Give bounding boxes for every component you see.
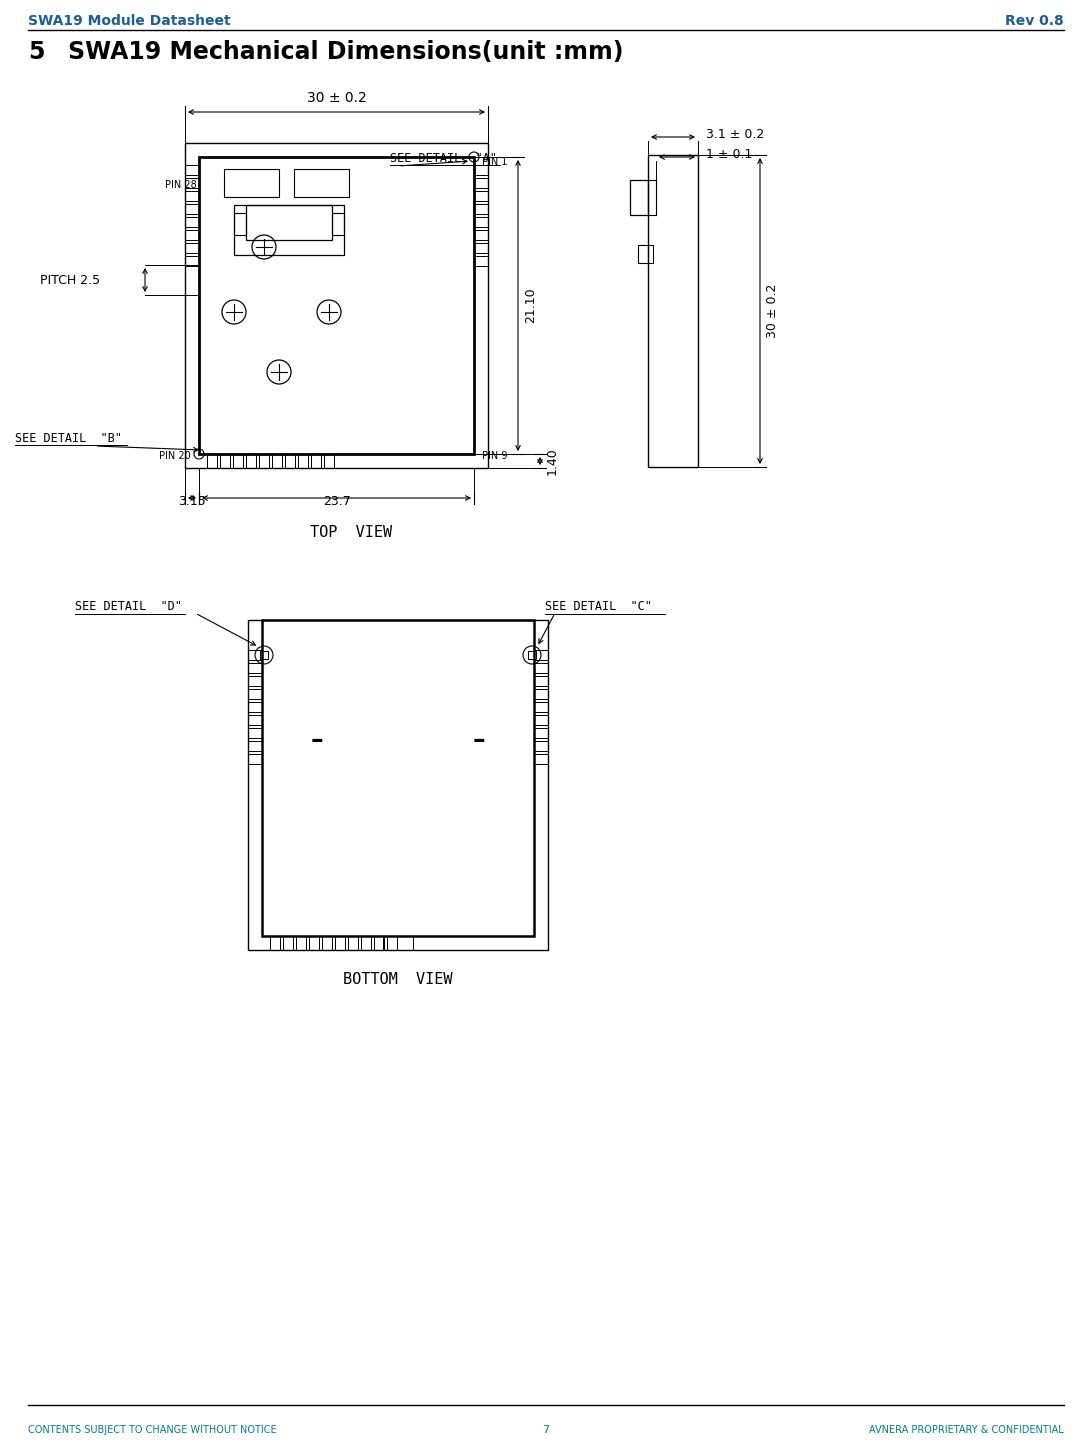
Bar (324, 454, 334, 468)
Bar (534, 689, 548, 699)
Text: PIN 20: PIN 20 (159, 451, 191, 461)
Text: 3.15: 3.15 (178, 496, 206, 509)
Bar (185, 256, 199, 266)
Bar (534, 650, 548, 660)
Bar (248, 741, 262, 751)
Bar (246, 454, 256, 468)
Text: CONTENTS SUBJECT TO CHANGE WITHOUT NOTICE: CONTENTS SUBJECT TO CHANGE WITHOUT NOTIC… (28, 1425, 276, 1435)
Bar (272, 454, 282, 468)
Text: SEE DETAIL  "D": SEE DETAIL "D" (75, 600, 182, 613)
Text: SWA19 Mechanical Dimensions(unit :mm): SWA19 Mechanical Dimensions(unit :mm) (68, 40, 624, 64)
Bar (361, 936, 371, 949)
Bar (248, 728, 262, 738)
Bar (474, 217, 488, 227)
Bar (234, 212, 246, 236)
Bar (283, 936, 293, 949)
Bar (199, 158, 474, 454)
Text: 23.7: 23.7 (322, 496, 351, 509)
Bar (638, 246, 648, 263)
Bar (383, 936, 413, 949)
Bar (248, 620, 548, 949)
Bar (185, 217, 199, 227)
Bar (234, 205, 344, 254)
Text: 5: 5 (28, 40, 45, 64)
Bar (529, 652, 536, 659)
Text: PIN 9: PIN 9 (482, 451, 508, 461)
Bar (285, 454, 295, 468)
Text: –: – (473, 728, 485, 751)
Text: PIN 28: PIN 28 (165, 181, 197, 189)
Text: PIN 1: PIN 1 (482, 158, 508, 168)
Bar (322, 936, 332, 949)
Bar (474, 204, 488, 214)
Text: 30 ± 0.2: 30 ± 0.2 (307, 91, 367, 105)
Bar (534, 728, 548, 738)
Bar (219, 454, 230, 468)
Bar (373, 936, 384, 949)
Bar (294, 169, 349, 197)
Text: BOTTOM  VIEW: BOTTOM VIEW (343, 972, 453, 987)
Bar (534, 715, 548, 725)
Bar (233, 454, 244, 468)
Bar (185, 165, 199, 175)
Bar (298, 454, 308, 468)
Bar (474, 230, 488, 240)
Text: SEE DETAIL  "C": SEE DETAIL "C" (545, 600, 652, 613)
Bar (474, 178, 488, 188)
Bar (332, 212, 344, 236)
Bar (224, 169, 278, 197)
Bar (246, 205, 332, 240)
Bar (348, 936, 358, 949)
Bar (474, 256, 488, 266)
Bar (248, 676, 262, 686)
Bar (474, 191, 488, 201)
Text: Rev 0.8: Rev 0.8 (1006, 14, 1064, 27)
Bar (185, 243, 199, 253)
Bar (207, 454, 217, 468)
Text: SEE DETAIL  "A": SEE DETAIL "A" (390, 152, 497, 165)
Bar (248, 715, 262, 725)
Bar (534, 754, 548, 764)
Bar (248, 702, 262, 712)
Bar (262, 620, 534, 936)
Text: 7: 7 (543, 1425, 549, 1435)
Bar (248, 663, 262, 673)
Bar (185, 204, 199, 214)
Text: AVNERA PROPRIETARY & CONFIDENTIAL: AVNERA PROPRIETARY & CONFIDENTIAL (869, 1425, 1064, 1435)
Bar (296, 936, 306, 949)
Text: SWA19 Module Datasheet: SWA19 Module Datasheet (28, 14, 230, 27)
Bar (474, 165, 488, 175)
Bar (309, 936, 319, 949)
Bar (185, 191, 199, 201)
Bar (248, 689, 262, 699)
Bar (335, 936, 345, 949)
Text: 30 ± 0.2: 30 ± 0.2 (765, 283, 779, 338)
Bar (185, 143, 488, 468)
Bar (311, 454, 321, 468)
Bar (387, 936, 397, 949)
Bar (534, 741, 548, 751)
Text: 3.1 ± 0.2: 3.1 ± 0.2 (707, 129, 764, 142)
Text: 1.40: 1.40 (546, 447, 559, 475)
Text: 1 ± 0.1: 1 ± 0.1 (707, 149, 752, 162)
Text: SEE DETAIL  "B": SEE DETAIL "B" (15, 432, 122, 445)
Bar (474, 243, 488, 253)
Bar (260, 652, 268, 659)
Text: –: – (311, 728, 323, 751)
Bar (248, 754, 262, 764)
Text: TOP  VIEW: TOP VIEW (310, 525, 392, 540)
Bar (248, 650, 262, 660)
Bar (534, 702, 548, 712)
Bar (185, 230, 199, 240)
Bar (648, 155, 698, 467)
Text: 21.10: 21.10 (524, 288, 537, 324)
Bar (630, 181, 648, 215)
Bar (259, 454, 269, 468)
Text: PITCH 2.5: PITCH 2.5 (40, 273, 100, 286)
Bar (534, 676, 548, 686)
Bar (270, 936, 280, 949)
Bar (185, 178, 199, 188)
Bar (534, 663, 548, 673)
